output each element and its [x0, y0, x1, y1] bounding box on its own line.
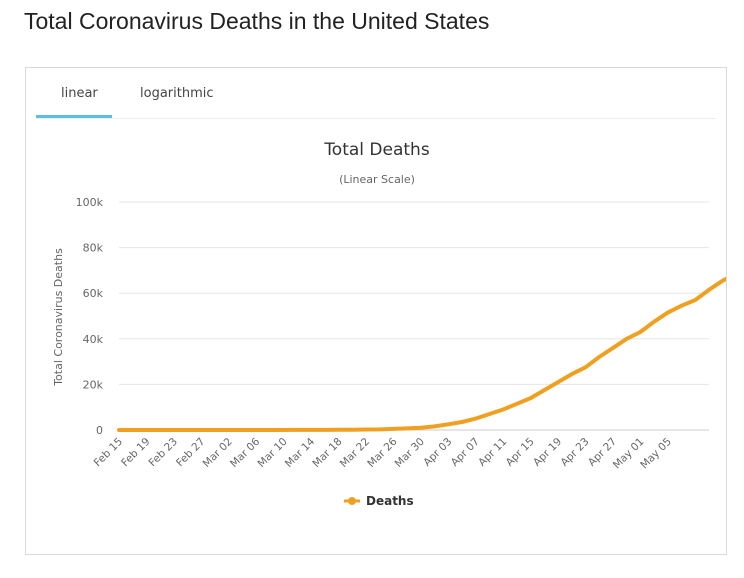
chart-subtitle: (Linear Scale)	[339, 173, 415, 186]
active-tab-indicator	[36, 115, 112, 118]
x-tick-label: Feb 19	[119, 436, 152, 469]
x-tick-label: Mar 02	[201, 436, 235, 470]
y-axis-label: Total Coronavirus Deaths	[52, 248, 65, 387]
x-tick-label: Feb 15	[92, 436, 125, 469]
x-tick-label: Apr 03	[421, 436, 454, 469]
x-tick-label: Apr 07	[449, 436, 482, 469]
series-group	[117, 251, 726, 432]
series-line-deaths[interactable]	[117, 251, 726, 432]
x-tick-label: Apr 19	[531, 436, 564, 469]
tab-logarithmic[interactable]: logarithmic	[140, 86, 214, 101]
x-tick-label: Mar 22	[338, 436, 372, 470]
y-tick-label: 20k	[83, 378, 104, 391]
deaths-chart: Total Deaths (Linear Scale) Total Corona…	[52, 140, 726, 508]
x-tick-label: Mar 18	[310, 436, 344, 470]
x-tick-label: Mar 30	[393, 436, 427, 470]
grid-lines	[119, 201, 709, 431]
y-axis-ticks: 0 20k 40k 60k 80k 100k	[76, 196, 104, 437]
x-tick-label: Mar 10	[255, 436, 289, 470]
tab-linear[interactable]: linear	[61, 86, 98, 101]
y-tick-label: 0	[96, 424, 103, 437]
x-tick-label: Apr 23	[558, 436, 591, 469]
x-tick-label: Apr 15	[504, 436, 537, 469]
x-tick-label: Feb 23	[147, 436, 180, 469]
y-tick-label: 40k	[83, 333, 104, 346]
y-tick-label: 60k	[83, 287, 104, 300]
x-tick-label: May 05	[638, 436, 674, 472]
x-tick-label: Apr 11	[476, 436, 509, 469]
x-tick-label: Mar 06	[228, 435, 263, 470]
y-tick-label: 100k	[76, 196, 104, 209]
y-tick-label: 80k	[83, 242, 104, 255]
x-tick-label: Mar 26	[365, 435, 400, 470]
scale-tabs: linear logarithmic	[36, 68, 716, 119]
legend-marker	[348, 497, 356, 505]
chart-panel: linear logarithmic Total Deaths (Linear …	[25, 67, 727, 555]
chart-title: Total Deaths	[323, 140, 430, 160]
page-title: Total Coronavirus Deaths in the United S…	[24, 8, 490, 34]
legend-label-deaths: Deaths	[366, 494, 414, 508]
legend[interactable]: Deaths	[344, 494, 414, 508]
x-tick-label: Mar 14	[283, 435, 318, 470]
